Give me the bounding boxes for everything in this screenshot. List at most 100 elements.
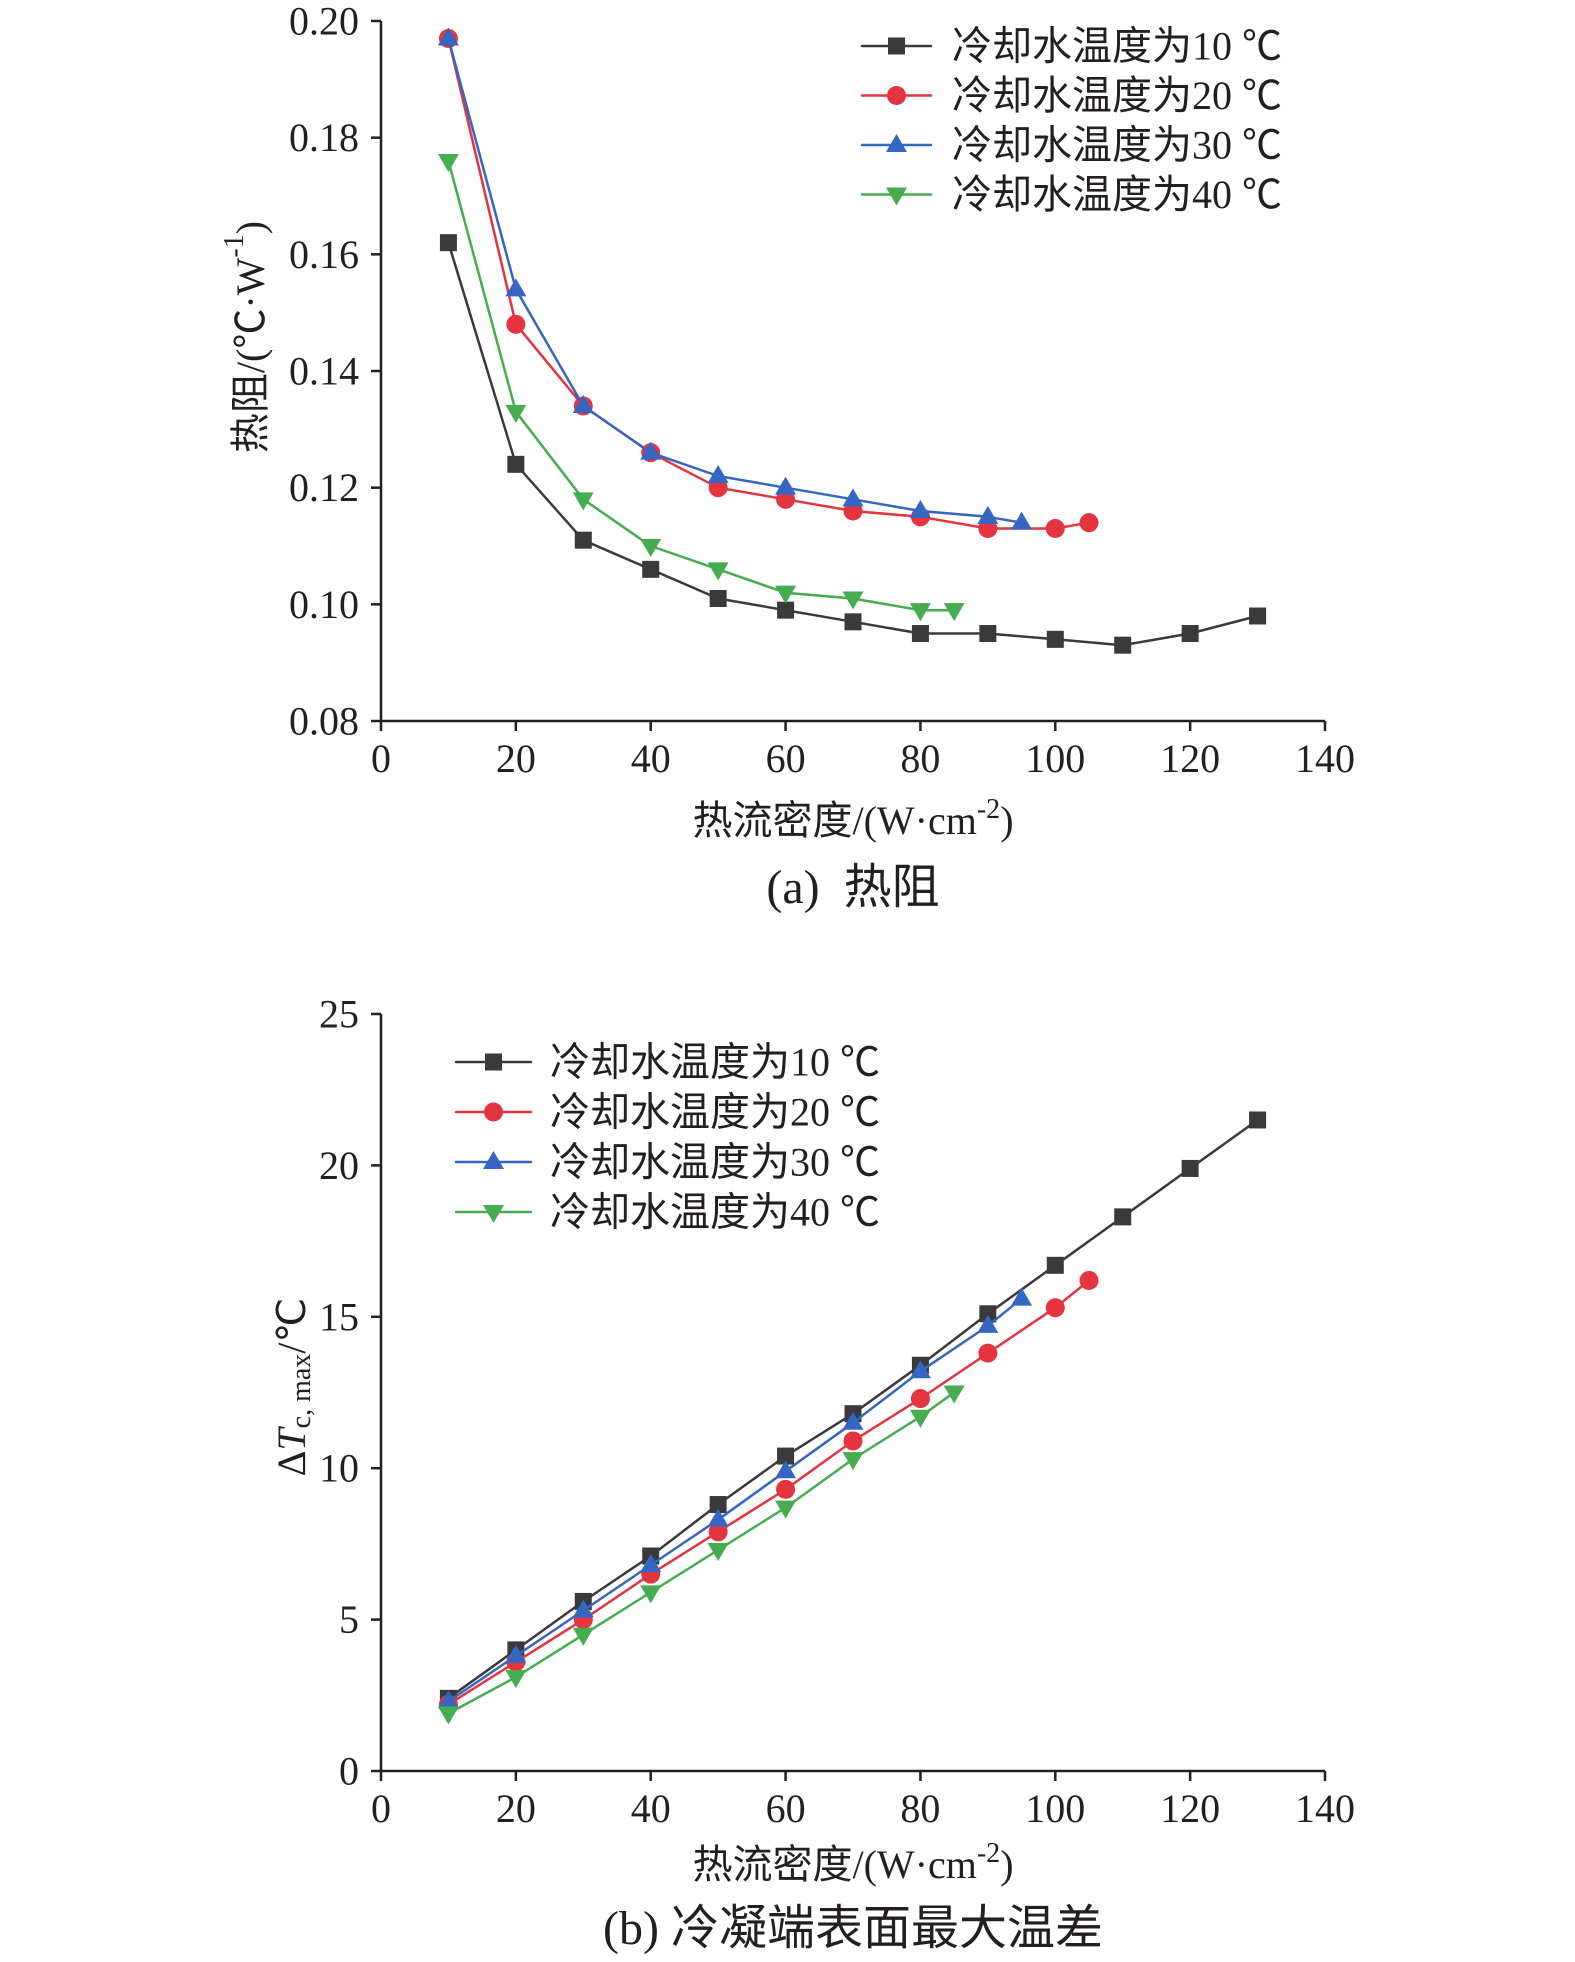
data-point-marker [843,1431,863,1451]
data-point-marker [640,1554,662,1573]
chart-panel-a: 0 20 40 60 80 100 120 140 0.08 0.10 0.12 0.14 0.16 0.… [219,0,1356,914]
x-tick-label: 0 [371,1786,391,1831]
data-point-marker [1079,1270,1099,1290]
y-tick-label: 15 [319,1294,359,1339]
data-point-marker [640,441,662,460]
legend-marker [483,1151,504,1169]
data-point-marker [707,1542,729,1561]
y-tick-label: 0.08 [289,699,359,744]
x-tick-label: 120 [1160,1786,1220,1831]
data-point-marker [842,1452,864,1471]
x-tick-label: 0 [371,736,391,781]
x-axis-title: 热流密度/(W·cm-2) [692,1838,1013,1887]
data-point-marker [1011,511,1033,530]
data-point-marker [842,1411,864,1430]
y-axis-title: 热阻/(℃·W-1) [219,221,273,453]
legend-marker [484,1102,503,1122]
data-point-marker [775,1460,797,1479]
legend-label: 冷却水温度为10 ℃ [952,24,1282,69]
data-point-marker [979,625,997,642]
legend-label: 冷却水温度为40 ℃ [550,1190,880,1235]
data-point-marker [909,603,931,622]
data-point-marker [909,1409,931,1428]
axis-title-variable: T [269,1426,314,1451]
data-point-marker [707,562,729,581]
axis-title-tail: ) [228,221,273,234]
axis-title-tail: /℃ [269,1298,314,1354]
y-tick-label: 5 [339,1597,359,1642]
legend-entry: 冷却水温度为10 ℃ [454,1040,880,1085]
x-tick-label: 100 [1025,1786,1085,1831]
y-tick-label: 0.16 [289,232,359,277]
axis-title-tail: ) [1000,1842,1013,1887]
axis-title-superscript: -2 [977,1838,1000,1869]
data-point-marker [1114,636,1132,654]
data-point-marker [708,1522,728,1542]
data-point-marker [709,590,727,607]
x-tick-label: 120 [1160,736,1220,781]
axis-title-superscript: -1 [219,234,250,257]
legend-label: 冷却水温度为20 ℃ [952,73,1282,118]
y-tick-label: 0.18 [289,115,359,160]
legend-marker [485,1053,502,1071]
axis-title-subscript: c, max [286,1354,317,1429]
axis-title-main: 热阻/(℃·W [228,257,273,453]
data-point-marker [911,625,929,642]
data-point-marker [506,314,526,334]
data-point-marker [1011,1287,1033,1306]
data-point-marker [574,531,592,549]
x-tick-label: 40 [631,1786,671,1831]
data-point-marker [505,1670,527,1689]
data-point-marker [572,492,594,511]
data-point-marker [978,1343,998,1363]
legend-marker [888,37,905,55]
data-point-marker [707,465,729,483]
y-tick-label: 0.12 [289,465,359,510]
data-point-marker [507,455,525,473]
legend-label: 冷却水温度为30 ℃ [952,123,1282,168]
data-point-marker [707,1508,729,1527]
data-point-marker [572,1627,594,1646]
series-line [447,1297,1023,1703]
y-tick-label: 0.20 [289,0,359,44]
y-tick-label: 10 [319,1446,359,1491]
data-point-marker [943,603,965,622]
y-tick-label: 0 [339,1749,359,1794]
data-series [437,1385,965,1725]
data-point-marker [977,505,999,524]
data-point-marker [776,1479,796,1499]
legend-label: 冷却水温度为30 ℃ [550,1140,880,1185]
data-point-marker [1181,625,1199,642]
legend-label: 冷却水温度为10 ℃ [550,1040,880,1085]
data-point-marker [1114,1208,1132,1226]
series-line [447,37,1023,524]
legend: 冷却水温度为10 ℃ 冷却水温度为20 ℃ 冷却水温度为30 ℃ 冷却水温度为40 ℃ [454,1040,880,1235]
data-point-marker [777,1447,795,1465]
legend-entry: 冷却水温度为20 ℃ [860,73,1282,118]
data-point-marker [572,395,594,413]
axis-title-tail: ) [1000,798,1013,843]
data-point-marker [842,591,864,610]
data-point-marker [844,613,862,631]
x-tick-label: 60 [766,1786,806,1831]
legend-entry: 冷却水温度为30 ℃ [860,123,1282,168]
data-point-marker [775,476,797,495]
data-point-marker [437,1690,459,1709]
legend-marker [887,86,906,105]
y-axis-title: ΔTc, max/℃ [269,1298,317,1477]
data-point-marker [437,1706,459,1725]
data-point-marker [979,1305,997,1323]
data-point-marker [1045,519,1065,538]
data-point-marker [572,1599,594,1618]
x-tick-label: 20 [496,736,536,781]
y-tick-label: 0.10 [289,582,359,627]
data-point-marker [1079,513,1099,533]
data-point-marker [1249,1111,1267,1129]
data-point-marker [943,1385,965,1404]
axis-title-superscript: -2 [977,794,1000,825]
legend-label: 冷却水温度为40 ℃ [952,172,1282,217]
chart-panel-b: 0 20 40 60 80 100 120 140 0 5 10 15 20 25 热流密度/(W·cm-2… [269,992,1356,1956]
x-tick-label: 80 [900,736,940,781]
